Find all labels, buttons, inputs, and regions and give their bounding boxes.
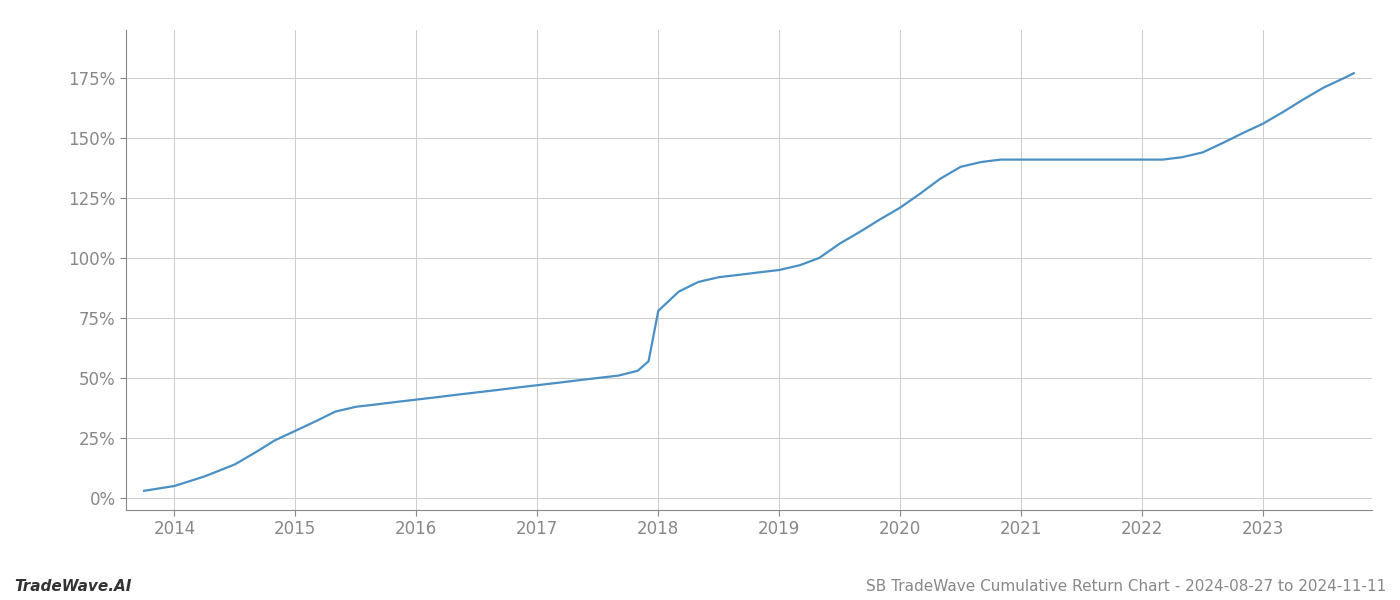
Text: SB TradeWave Cumulative Return Chart - 2024-08-27 to 2024-11-11: SB TradeWave Cumulative Return Chart - 2… bbox=[865, 579, 1386, 594]
Text: TradeWave.AI: TradeWave.AI bbox=[14, 579, 132, 594]
